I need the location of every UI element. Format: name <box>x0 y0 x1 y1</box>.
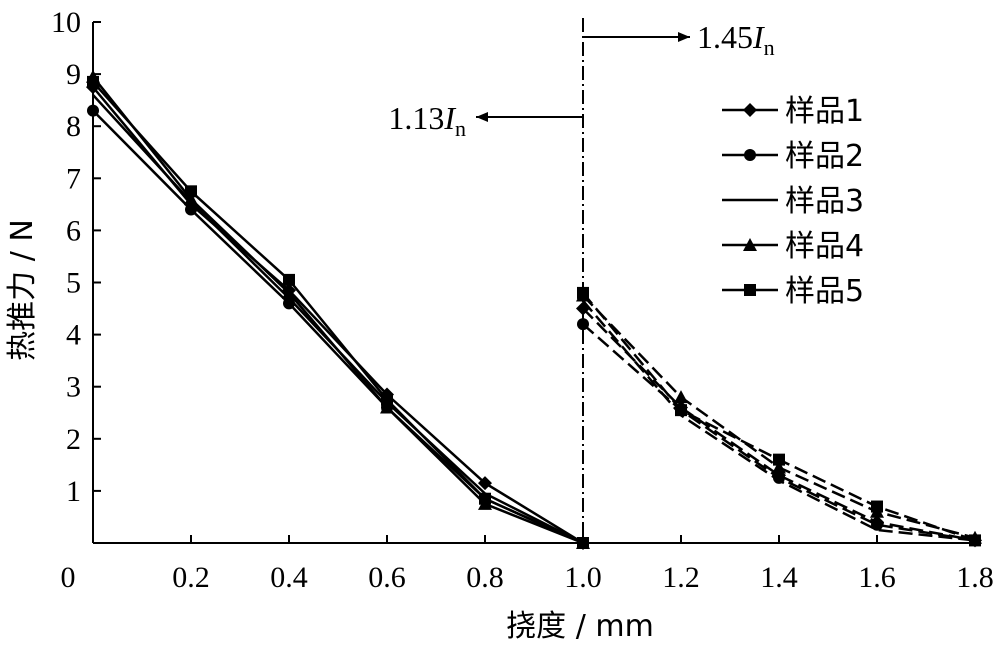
data-point <box>773 453 785 466</box>
data-point <box>283 273 295 286</box>
data-point <box>282 285 296 299</box>
annot-arrow-left-head <box>476 112 488 122</box>
series-line-dashed <box>582 299 976 542</box>
data-point <box>772 460 786 474</box>
legend-label: 样品2 <box>785 139 864 174</box>
series-line-solid <box>92 75 584 545</box>
data-point <box>479 492 491 505</box>
legend: 样品1 样品2 样品3 样品4 样品5 <box>722 94 864 309</box>
y-tick-label: 6 <box>66 214 81 247</box>
data-point <box>380 400 394 414</box>
x-tick-label: 1.0 <box>564 561 602 594</box>
x-tick-label: 1.6 <box>858 561 896 594</box>
data-point <box>185 203 197 216</box>
legend-swatch-marker <box>744 149 756 161</box>
y-tick-label: 8 <box>66 110 81 143</box>
data-point <box>871 500 883 513</box>
axes: 1 2 3 4 5 6 7 8 9 10 0 0.2 0.4 0.6 0.8 1.0 1.2 1.4 1.6 1.8 <box>51 6 994 594</box>
y-tick-label: 3 <box>66 371 81 404</box>
legend-item: 样品5 <box>722 274 864 309</box>
data-point <box>185 185 197 198</box>
y-tick-label: 2 <box>66 423 81 456</box>
legend-label: 样品3 <box>785 184 864 219</box>
x-tick-label: 0.2 <box>172 561 210 594</box>
series-5 <box>87 75 981 549</box>
data-point <box>577 537 589 549</box>
data-point <box>478 476 492 491</box>
annot-arrow-right-head <box>678 32 690 42</box>
annotation-right: 1.45In <box>697 19 775 60</box>
legend-swatch-marker <box>743 103 757 117</box>
data-point <box>871 518 883 531</box>
legend-item: 样品2 <box>722 139 864 174</box>
data-point <box>87 104 99 117</box>
data-point <box>675 404 687 417</box>
legend-label: 样品1 <box>785 94 864 129</box>
y-tick-label: 10 <box>51 6 81 39</box>
y-tick-label: 7 <box>66 162 81 195</box>
legend-swatch-marker <box>744 284 756 296</box>
divider-group: 1.45In 1.13In <box>388 18 775 543</box>
data-point <box>674 390 688 404</box>
x-tick-label: 1.2 <box>662 561 700 594</box>
legend-label: 样品5 <box>785 274 864 309</box>
legend-swatch-marker <box>743 238 757 251</box>
series-line-solid <box>92 86 584 545</box>
series-layer <box>86 69 982 550</box>
legend-label: 样品4 <box>785 229 864 264</box>
series-line-solid <box>92 81 584 545</box>
data-point <box>184 192 198 206</box>
y-axis-title: 热推力 / N <box>5 219 40 361</box>
x-tick-label: 0.8 <box>466 561 504 594</box>
x-tick-label: 1.8 <box>956 561 994 594</box>
data-point <box>87 75 99 88</box>
x-axis-title: 挠度 / mm <box>506 609 654 644</box>
y-tick-label: 9 <box>66 58 81 91</box>
series-line-dashed <box>582 307 976 542</box>
y-tick-label: 1 <box>66 475 81 508</box>
legend-item: 样品4 <box>722 229 864 264</box>
x-tick-label: 0 <box>61 561 76 594</box>
annotation-left: 1.13In <box>388 100 466 141</box>
y-tick-label: 4 <box>66 319 81 352</box>
y-tick-label: 5 <box>66 267 81 300</box>
data-point <box>577 318 589 331</box>
data-point <box>381 393 393 406</box>
x-tick-label: 0.6 <box>368 561 406 594</box>
data-point <box>577 286 589 299</box>
series-line-dashed <box>582 292 976 542</box>
legend-item: 样品3 <box>722 184 864 219</box>
series-line-dashed <box>582 294 976 539</box>
x-tick-label: 1.4 <box>760 561 798 594</box>
data-point <box>969 534 981 547</box>
x-tick-label: 0.4 <box>270 561 308 594</box>
legend-item: 样品1 <box>722 94 864 129</box>
